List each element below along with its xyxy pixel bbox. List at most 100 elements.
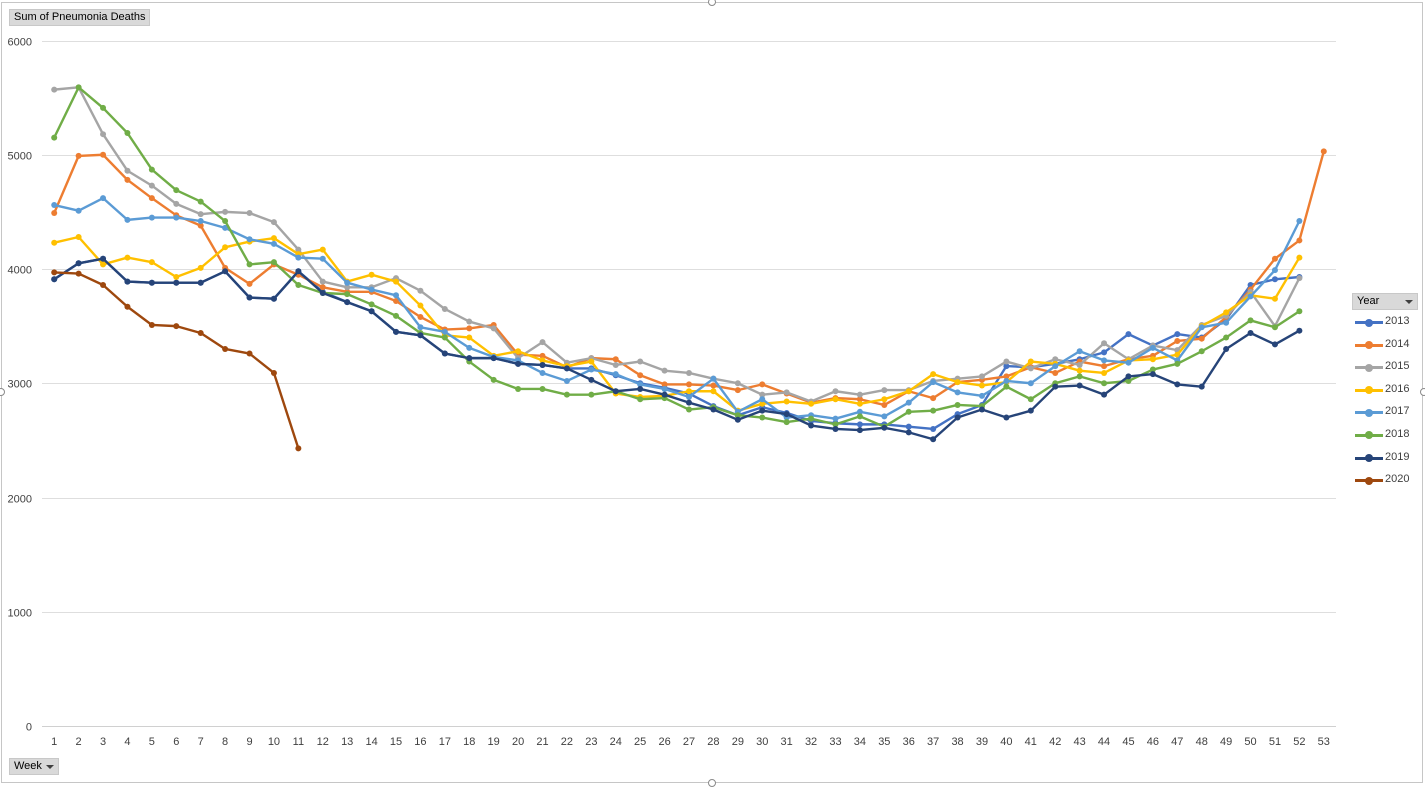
- data-point[interactable]: [344, 299, 351, 306]
- data-point[interactable]: [75, 270, 82, 277]
- data-point[interactable]: [1076, 373, 1083, 380]
- data-point[interactable]: [1223, 319, 1230, 326]
- data-point[interactable]: [295, 246, 302, 253]
- data-point[interactable]: [246, 236, 253, 243]
- data-point[interactable]: [295, 445, 302, 452]
- data-point[interactable]: [832, 388, 839, 395]
- data-point[interactable]: [100, 151, 107, 158]
- data-point[interactable]: [515, 385, 522, 392]
- data-point[interactable]: [954, 414, 961, 421]
- data-point[interactable]: [100, 282, 107, 288]
- data-point[interactable]: [978, 373, 985, 380]
- data-point[interactable]: [417, 302, 424, 309]
- data-point[interactable]: [1076, 348, 1083, 355]
- data-point[interactable]: [466, 325, 473, 332]
- data-point[interactable]: [1027, 396, 1034, 403]
- data-point[interactable]: [75, 207, 82, 214]
- data-point[interactable]: [270, 219, 277, 226]
- data-point[interactable]: [954, 389, 961, 396]
- data-point[interactable]: [881, 387, 888, 394]
- data-point[interactable]: [466, 355, 473, 362]
- data-point[interactable]: [539, 369, 546, 376]
- data-point[interactable]: [637, 396, 644, 403]
- data-point[interactable]: [759, 407, 766, 414]
- data-point[interactable]: [954, 401, 961, 408]
- data-point[interactable]: [270, 240, 277, 247]
- data-point[interactable]: [246, 210, 253, 217]
- data-point[interactable]: [856, 413, 863, 420]
- data-point[interactable]: [637, 381, 644, 388]
- data-point[interactable]: [1076, 367, 1083, 374]
- data-point[interactable]: [319, 246, 326, 253]
- data-point[interactable]: [466, 334, 473, 341]
- data-point[interactable]: [124, 167, 131, 174]
- data-point[interactable]: [539, 357, 546, 364]
- data-point[interactable]: [1125, 359, 1132, 366]
- data-point[interactable]: [783, 411, 790, 418]
- data-point[interactable]: [1003, 358, 1010, 365]
- data-point[interactable]: [1149, 356, 1156, 363]
- data-point[interactable]: [930, 425, 937, 432]
- data-point[interactable]: [173, 274, 180, 280]
- data-point[interactable]: [319, 289, 326, 296]
- data-point[interactable]: [881, 413, 888, 420]
- data-point[interactable]: [759, 400, 766, 407]
- data-point[interactable]: [417, 313, 424, 320]
- data-point[interactable]: [222, 268, 229, 275]
- data-point[interactable]: [51, 269, 58, 276]
- data-point[interactable]: [124, 303, 131, 310]
- data-point[interactable]: [1003, 373, 1010, 380]
- data-point[interactable]: [783, 398, 790, 405]
- data-point[interactable]: [466, 344, 473, 351]
- data-point[interactable]: [368, 286, 375, 293]
- data-point[interactable]: [368, 308, 375, 315]
- legend-item-2017[interactable]: 2017: [1355, 403, 1415, 426]
- data-point[interactable]: [734, 380, 741, 387]
- legend-item-2018[interactable]: 2018: [1355, 426, 1415, 449]
- resize-handle-right[interactable]: [1420, 388, 1425, 396]
- data-point[interactable]: [856, 408, 863, 415]
- data-point[interactable]: [1101, 357, 1108, 364]
- data-point[interactable]: [148, 182, 155, 189]
- data-point[interactable]: [808, 422, 815, 429]
- data-point[interactable]: [856, 421, 863, 428]
- data-point[interactable]: [1247, 293, 1254, 300]
- data-point[interactable]: [905, 399, 912, 406]
- data-point[interactable]: [1223, 334, 1230, 341]
- data-point[interactable]: [588, 391, 595, 398]
- data-point[interactable]: [612, 361, 619, 368]
- data-point[interactable]: [270, 235, 277, 242]
- data-point[interactable]: [856, 427, 863, 434]
- data-point[interactable]: [197, 211, 204, 218]
- data-point[interactable]: [1003, 414, 1010, 421]
- data-point[interactable]: [637, 385, 644, 392]
- data-point[interactable]: [734, 412, 741, 419]
- data-point[interactable]: [100, 261, 107, 268]
- data-point[interactable]: [1223, 345, 1230, 352]
- data-point[interactable]: [905, 388, 912, 395]
- data-point[interactable]: [490, 325, 497, 332]
- data-point[interactable]: [393, 312, 400, 319]
- data-point[interactable]: [734, 387, 741, 394]
- data-point[interactable]: [539, 361, 546, 368]
- data-point[interactable]: [148, 214, 155, 221]
- data-point[interactable]: [832, 421, 839, 428]
- data-point[interactable]: [637, 358, 644, 365]
- data-point[interactable]: [1052, 369, 1059, 376]
- data-point[interactable]: [563, 377, 570, 384]
- data-point[interactable]: [563, 391, 570, 398]
- data-point[interactable]: [759, 381, 766, 388]
- data-point[interactable]: [1174, 360, 1181, 367]
- data-point[interactable]: [124, 216, 131, 223]
- data-point[interactable]: [1101, 391, 1108, 398]
- data-point[interactable]: [75, 84, 82, 91]
- data-point[interactable]: [1125, 331, 1132, 338]
- data-point[interactable]: [51, 276, 58, 283]
- data-point[interactable]: [686, 388, 692, 395]
- legend-item-2013[interactable]: 2013: [1355, 313, 1415, 336]
- data-point[interactable]: [344, 279, 351, 286]
- data-point[interactable]: [441, 305, 448, 312]
- data-point[interactable]: [319, 255, 326, 262]
- data-point[interactable]: [930, 379, 937, 386]
- data-point[interactable]: [1271, 267, 1278, 274]
